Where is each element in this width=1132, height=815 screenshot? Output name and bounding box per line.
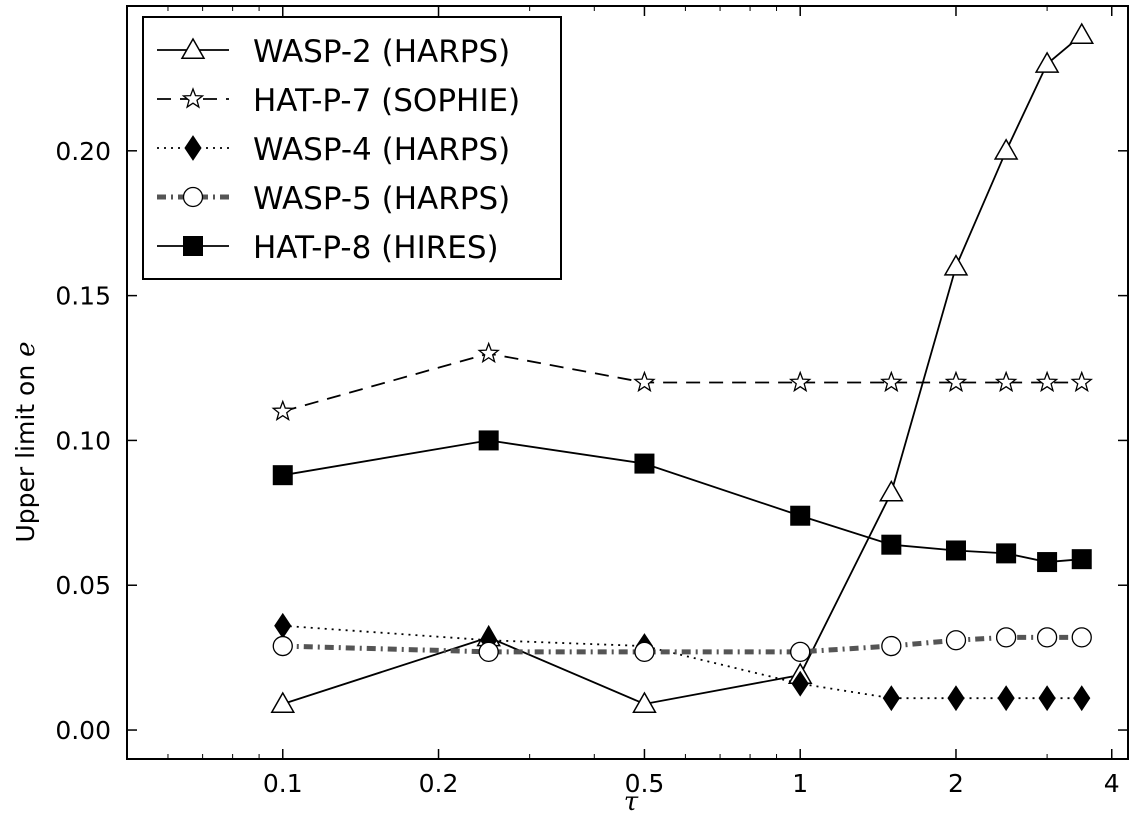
y-axis-label-text: Upper limit on (11, 357, 40, 543)
legend-marker (183, 236, 203, 256)
data-point (634, 453, 655, 474)
x-tick-label: 4 (1104, 769, 1120, 798)
x-tick-label: 0.5 (625, 769, 665, 798)
data-point (993, 138, 1019, 160)
legend-label: HAT-P-7 (SOPHIE) (253, 83, 520, 119)
data-point (1037, 552, 1058, 573)
series-1 (271, 341, 1094, 422)
y-tick-label: 0.20 (55, 137, 111, 166)
data-point (1038, 685, 1056, 712)
series-3 (272, 627, 1092, 662)
data-point (997, 685, 1015, 712)
data-point (994, 370, 1018, 393)
data-point (881, 635, 902, 657)
x-axis-label: τ (624, 787, 639, 815)
data-point (1070, 370, 1094, 393)
y-tick-label: 0.05 (55, 571, 111, 600)
data-point (1034, 51, 1060, 73)
series-line (282, 352, 1082, 413)
data-point (791, 670, 809, 697)
series-layer (270, 22, 1095, 713)
y-tick-label: 0.00 (55, 716, 111, 745)
legend-label: WASP-5 (HARPS) (253, 181, 510, 217)
data-point (272, 465, 293, 486)
legend: WASP-2 (HARPS) HAT-P-7 (SOPHIE) WASP-4 (HA… (142, 16, 562, 280)
y-axis-label: Upper limit on e (11, 341, 41, 542)
legend-label: WASP-2 (HARPS) (253, 34, 510, 70)
series-2 (274, 612, 1091, 712)
legend-label: HAT-P-8 (HIRES) (253, 230, 499, 266)
data-point (879, 480, 904, 502)
legend-marker (180, 37, 206, 59)
legend-entry: WASP-4 (HARPS) (157, 132, 510, 168)
legend-box (142, 16, 562, 280)
data-point (880, 370, 903, 393)
data-point (1073, 685, 1091, 712)
data-point (274, 612, 292, 639)
y-tick-label: 0.15 (55, 282, 111, 311)
data-point (634, 641, 655, 662)
data-point (1071, 549, 1092, 570)
data-point (943, 254, 969, 276)
data-point (633, 370, 656, 393)
data-point (945, 630, 967, 651)
data-point (790, 505, 811, 526)
data-point (995, 627, 1017, 648)
data-point (271, 399, 295, 422)
data-point (1071, 627, 1092, 648)
data-point (882, 685, 900, 712)
series-4 (272, 430, 1092, 573)
legend-marker (184, 135, 202, 161)
x-tick-label: 1 (792, 769, 808, 798)
legend-entry: HAT-P-8 (HIRES) (157, 230, 499, 266)
y-tick-label: 0.10 (55, 426, 111, 455)
legend-entry: WASP-5 (HARPS) (157, 181, 510, 217)
series-line (282, 634, 1082, 655)
legend-marker (182, 186, 204, 208)
data-point (944, 370, 968, 393)
data-point (477, 341, 500, 364)
x-tick-label: 2 (948, 769, 964, 798)
x-tick-label: 0.2 (419, 769, 459, 798)
data-point (881, 534, 902, 555)
series-line (282, 624, 1082, 700)
x-tick-label: 0.1 (263, 769, 303, 798)
legend-entry: HAT-P-7 (SOPHIE) (157, 83, 520, 119)
data-point (1035, 370, 1059, 393)
data-point (947, 685, 965, 712)
plot-border (126, 5, 1129, 760)
axes-layer: 0.1 0.2 0.5 1 2 4 0.00 0.05 0.10 0.15 0.20 (55, 6, 1128, 798)
legend-label: WASP-4 (HARPS) (253, 132, 510, 168)
plot-area (126, 5, 1129, 760)
data-point (632, 691, 657, 713)
data-point (996, 543, 1017, 564)
data-point (1036, 627, 1058, 648)
data-point (272, 635, 293, 657)
data-point (788, 370, 812, 393)
legend-entry: WASP-2 (HARPS) (157, 34, 510, 70)
data-point (945, 540, 966, 561)
data-point (478, 430, 499, 451)
data-point (1069, 22, 1095, 44)
data-point (478, 641, 499, 662)
legend-marker (181, 87, 205, 109)
data-point (790, 641, 811, 662)
y-axis-label-symbol: e (11, 341, 41, 356)
data-point (270, 691, 296, 713)
